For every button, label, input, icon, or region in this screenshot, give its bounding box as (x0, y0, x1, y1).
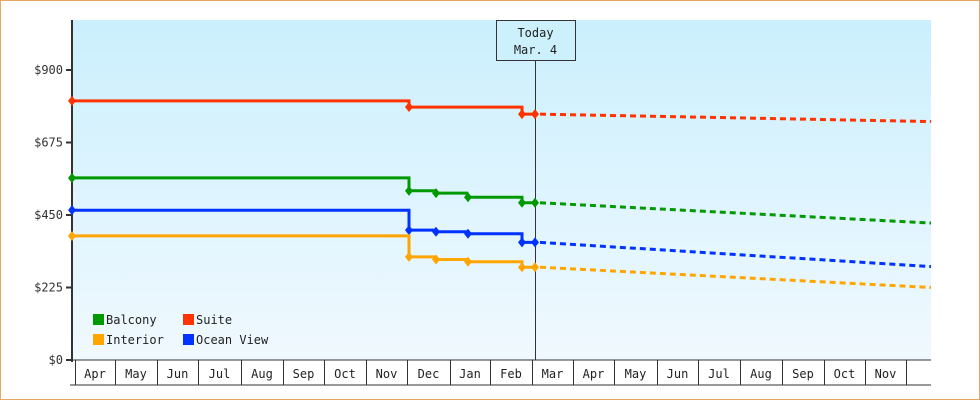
data-point-marker (518, 262, 526, 273)
x-month-label: Sep (792, 367, 814, 381)
x-month-label: Dec (418, 367, 440, 381)
legend-label: Balcony (106, 313, 157, 327)
x-month-label: Mar (542, 367, 564, 381)
x-month-label: Oct (334, 367, 356, 381)
forecast-line (539, 265, 932, 289)
data-point-marker (405, 225, 413, 236)
today-marker: Today Mar. 4 (496, 20, 576, 360)
x-month-label: Jun (667, 367, 689, 381)
y-tick-label: $900 (34, 63, 63, 77)
forecast-line (539, 112, 932, 124)
data-point-marker (432, 188, 440, 199)
data-point-marker (68, 95, 76, 106)
x-month-label: Jul (708, 367, 730, 381)
legend-swatch (183, 334, 194, 345)
data-point-marker (464, 228, 472, 239)
legend-label: Ocean View (196, 333, 269, 347)
x-month-label: Nov (376, 367, 398, 381)
forecast-line (539, 240, 932, 269)
x-month-label: Jun (167, 367, 189, 381)
today-label-box (496, 20, 576, 61)
today-label: Today (517, 26, 553, 40)
data-point-marker (405, 251, 413, 262)
forecast-line (539, 201, 932, 225)
x-month-label: Apr (583, 367, 605, 381)
legend-swatch (183, 314, 194, 325)
x-month-label: Jul (209, 367, 231, 381)
legend-label: Suite (196, 313, 232, 327)
series-lines (68, 95, 932, 289)
legend: Balcony Suite Interior Ocean View (93, 313, 269, 347)
y-tick-label: $450 (34, 208, 63, 222)
data-point-marker (518, 237, 526, 248)
plot-area (72, 20, 931, 360)
data-point-marker (518, 109, 526, 120)
data-point-marker (531, 262, 539, 273)
x-month-label: May (125, 367, 147, 381)
today-date-label: Mar. 4 (514, 43, 557, 57)
legend-label: Interior (106, 333, 164, 347)
x-month-label: Sep (293, 367, 315, 381)
x-month-label: May (625, 367, 647, 381)
data-point-marker (531, 197, 539, 208)
x-month-label: Aug (750, 367, 772, 381)
data-point-marker (464, 192, 472, 203)
x-month-label: Jan (459, 367, 481, 381)
data-point-marker (531, 109, 539, 120)
x-month-label: Oct (834, 367, 856, 381)
legend-swatch (93, 334, 104, 345)
data-point-marker (432, 226, 440, 237)
x-month-label: Aug (251, 367, 273, 381)
data-point-marker (432, 254, 440, 265)
data-point-marker (68, 205, 76, 216)
data-point-marker (518, 197, 526, 208)
data-point-marker (68, 230, 76, 241)
y-tick-label: $0 (49, 353, 63, 367)
y-tick-label: $675 (34, 136, 63, 150)
x-axis: Apr May Jun Jul Aug Sep Oct Nov Dec Jan Feb Mar Apr M… (70, 359, 931, 386)
data-point-marker (464, 256, 472, 267)
data-point-marker (68, 172, 76, 183)
x-month-label: Apr (84, 367, 106, 381)
x-month-label: Nov (875, 367, 897, 381)
data-point-marker (531, 237, 539, 248)
data-point-marker (405, 102, 413, 113)
legend-swatch (93, 314, 104, 325)
y-tick-label: $225 (34, 281, 63, 295)
data-point-marker (405, 185, 413, 196)
y-axis: $0 $225 $450 $675 $900 (34, 20, 73, 367)
x-month-label: Feb (500, 367, 522, 381)
